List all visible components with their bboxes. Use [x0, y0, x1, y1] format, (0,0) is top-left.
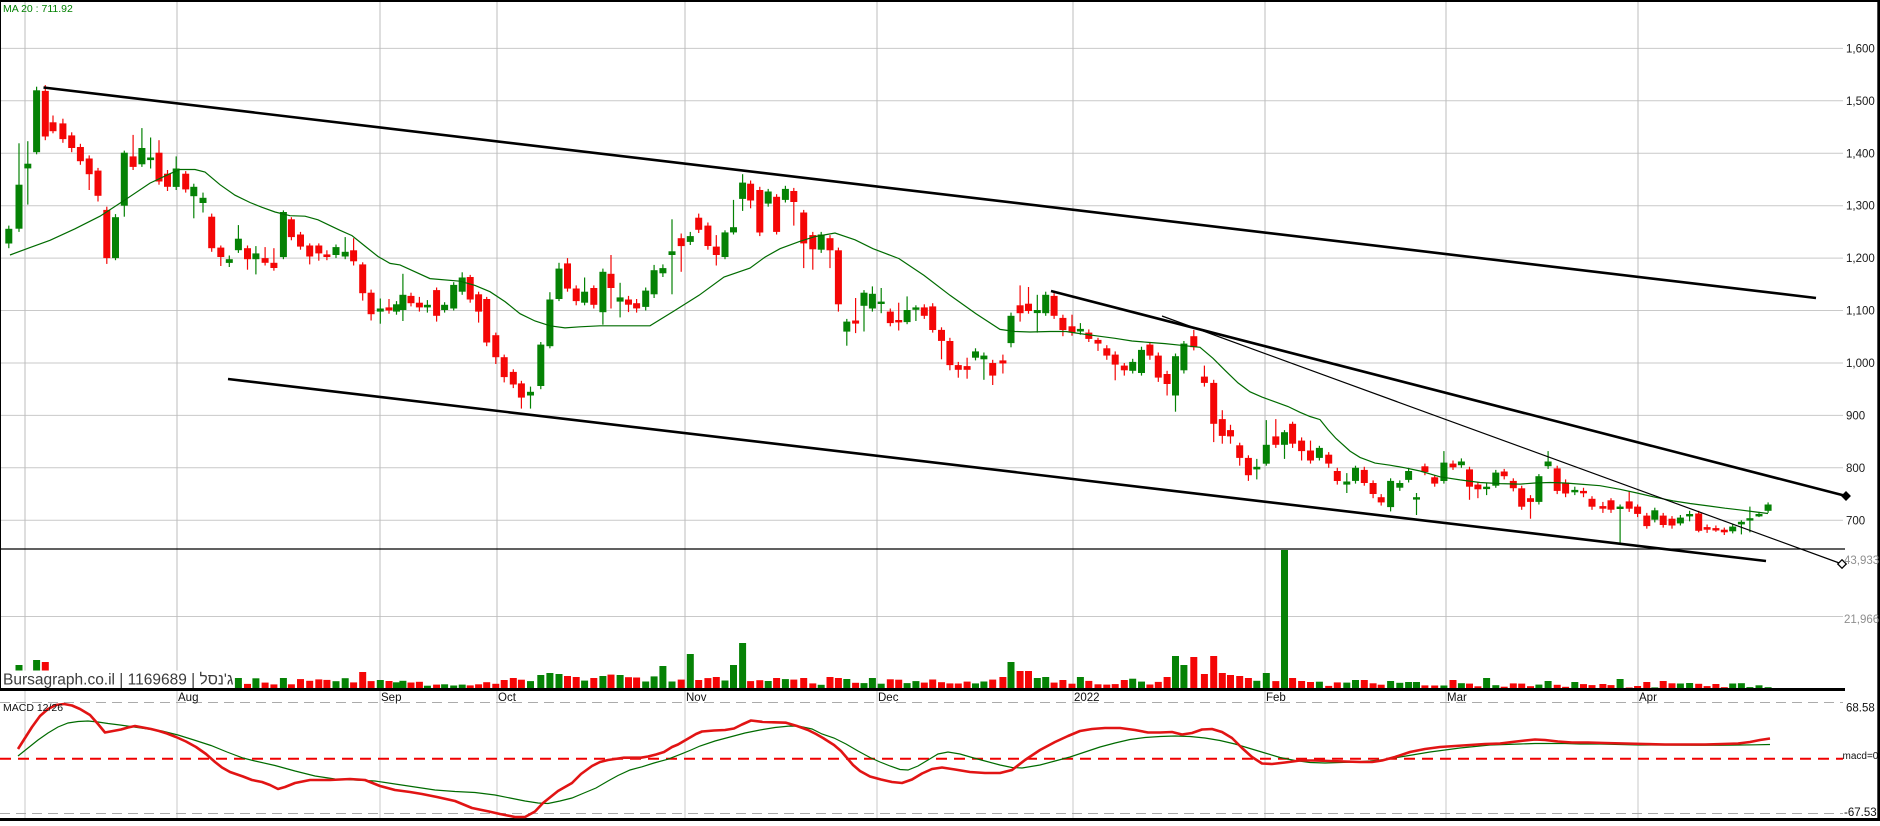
svg-text:Bursagraph.co.il | 1169689 | ג: Bursagraph.co.il | 1169689 | ג'נסל [3, 672, 234, 689]
svg-text:Feb: Feb [1266, 692, 1286, 704]
svg-text:Aug: Aug [178, 692, 198, 704]
svg-text:Apr: Apr [1639, 692, 1657, 704]
svg-text:1,100: 1,100 [1846, 306, 1875, 318]
svg-text:68.58: 68.58 [1846, 703, 1875, 715]
svg-text:Dec: Dec [878, 692, 899, 704]
svg-text:MACD 12/26: MACD 12/26 [3, 702, 63, 714]
svg-text:700: 700 [1846, 515, 1865, 527]
svg-text:MA 20 : 711.92: MA 20 : 711.92 [3, 3, 73, 15]
svg-text:1,300: 1,300 [1846, 201, 1875, 213]
svg-text:macd=0: macd=0 [1843, 751, 1879, 762]
svg-text:21,966: 21,966 [1844, 614, 1879, 626]
svg-text:Nov: Nov [686, 692, 707, 704]
svg-text:1,500: 1,500 [1846, 96, 1875, 108]
svg-text:Mar: Mar [1447, 692, 1467, 704]
svg-text:800: 800 [1846, 463, 1865, 475]
svg-text:1,200: 1,200 [1846, 253, 1875, 265]
svg-text:900: 900 [1846, 410, 1865, 422]
svg-text:-67.53: -67.53 [1844, 807, 1877, 819]
svg-text:Sep: Sep [381, 692, 401, 704]
svg-text:1,400: 1,400 [1846, 148, 1875, 160]
svg-text:43,933: 43,933 [1844, 555, 1879, 567]
svg-text:1,000: 1,000 [1846, 358, 1875, 370]
svg-text:2022: 2022 [1074, 692, 1100, 704]
svg-text:Oct: Oct [498, 692, 517, 704]
svg-text:1,600: 1,600 [1846, 43, 1875, 55]
